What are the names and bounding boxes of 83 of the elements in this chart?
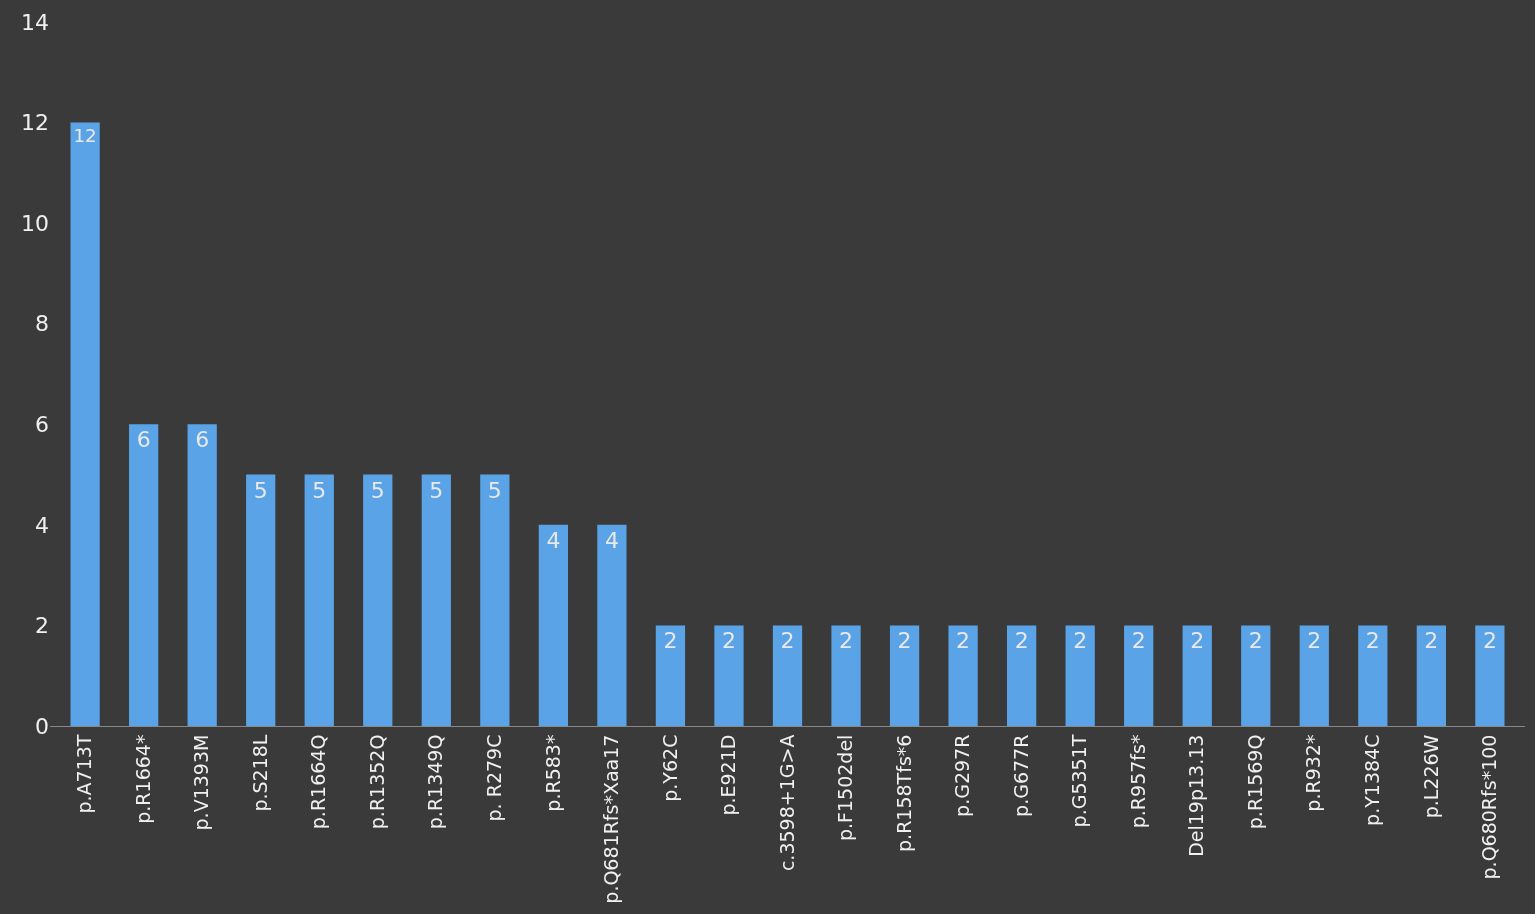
data-label: 5 [429, 477, 444, 503]
data-label: 4 [604, 527, 619, 553]
bar [1241, 625, 1271, 726]
data-label: 2 [780, 628, 795, 654]
y-tick-label: 0 [35, 713, 49, 739]
data-label: 2 [663, 628, 678, 654]
x-tick-label: p.R1664* [131, 734, 154, 824]
bar [655, 625, 686, 726]
bar [363, 474, 393, 726]
x-tick-label: p.R583* [541, 734, 564, 812]
y-tick-label: 8 [35, 311, 49, 337]
data-label: 2 [721, 628, 736, 654]
x-tick-label: p.A713T [73, 734, 96, 814]
x-tick-label: p.R1569Q [1243, 734, 1266, 830]
data-label: 2 [1424, 628, 1439, 654]
bar [831, 625, 861, 726]
data-label: 6 [195, 427, 210, 453]
bar [538, 524, 569, 726]
bar [772, 625, 803, 726]
x-tick-label: p.R1349Q [424, 734, 447, 830]
bar [1065, 625, 1095, 726]
bar [1299, 625, 1329, 726]
data-label: 2 [1365, 628, 1380, 654]
data-label: 2 [1482, 628, 1497, 654]
x-tick-label: p.G297R [951, 734, 974, 817]
data-label: 2 [1073, 628, 1088, 654]
bar [597, 524, 627, 726]
x-tick-label: p.L226W [1419, 734, 1442, 819]
data-label: 2 [839, 628, 854, 654]
x-tick-label: p.Y62C [658, 734, 681, 802]
x-tick-label: p.Q681Rfs*Xaa17 [600, 734, 623, 904]
x-tick-label: c.3598+1G>A [775, 734, 798, 872]
bar [187, 424, 217, 726]
data-label: 2 [1248, 628, 1263, 654]
y-tick-label: 6 [35, 411, 49, 437]
data-label: 4 [546, 527, 561, 553]
data-label: 2 [897, 628, 912, 654]
bar [480, 474, 510, 726]
x-tick-label: p. R279C [483, 734, 506, 822]
x-tick-label: Del19p13.13 [1185, 734, 1208, 857]
x-tick-label: p.R1664Q [307, 734, 330, 830]
y-tick-label: 12 [21, 110, 49, 136]
bar [246, 474, 276, 726]
data-label: 5 [487, 477, 502, 503]
data-label: 6 [136, 427, 151, 453]
x-tick-label: p.R1352Q [365, 734, 388, 830]
bar [129, 424, 159, 726]
data-label: 2 [1014, 628, 1029, 654]
data-label: 5 [253, 477, 268, 503]
data-label: 12 [73, 125, 97, 147]
x-tick-label: p.V1393M [190, 734, 213, 831]
data-label: 2 [1190, 628, 1205, 654]
y-tick-label: 4 [35, 512, 49, 538]
y-tick-label: 14 [21, 9, 49, 35]
x-tick-label: p.F1502del [834, 734, 857, 842]
data-label: 5 [312, 477, 327, 503]
bar [1124, 625, 1154, 726]
bar [948, 625, 978, 726]
data-label: 2 [956, 628, 971, 654]
bar [70, 122, 100, 726]
x-tick-label: p.Y1384C [1360, 734, 1383, 826]
data-label: 2 [1307, 628, 1322, 654]
bar [304, 474, 334, 726]
data-label: 5 [370, 477, 385, 503]
y-tick-label: 10 [21, 210, 49, 236]
x-tick-label: p.E921D [717, 734, 740, 816]
x-tick-label: p.G5351T [1068, 734, 1091, 828]
bar [421, 474, 451, 726]
x-tick-label: p.R932* [1302, 734, 1325, 812]
bar [1358, 625, 1388, 726]
data-label: 2 [1131, 628, 1146, 654]
bar [1182, 625, 1212, 726]
bar [1006, 625, 1037, 726]
bar [714, 625, 744, 726]
bar [1416, 625, 1446, 726]
x-tick-label: p.S218L [248, 734, 271, 812]
bar [1475, 625, 1505, 726]
bar [889, 625, 920, 726]
x-tick-label: p.Q680Rfs*100 [1478, 734, 1501, 880]
y-tick-label: 2 [35, 613, 49, 639]
x-tick-label: p.R957fs* [1126, 734, 1149, 829]
x-tick-label: p.R158Tfs*6 [892, 734, 915, 852]
x-tick-label: p.G677R [1009, 734, 1032, 817]
